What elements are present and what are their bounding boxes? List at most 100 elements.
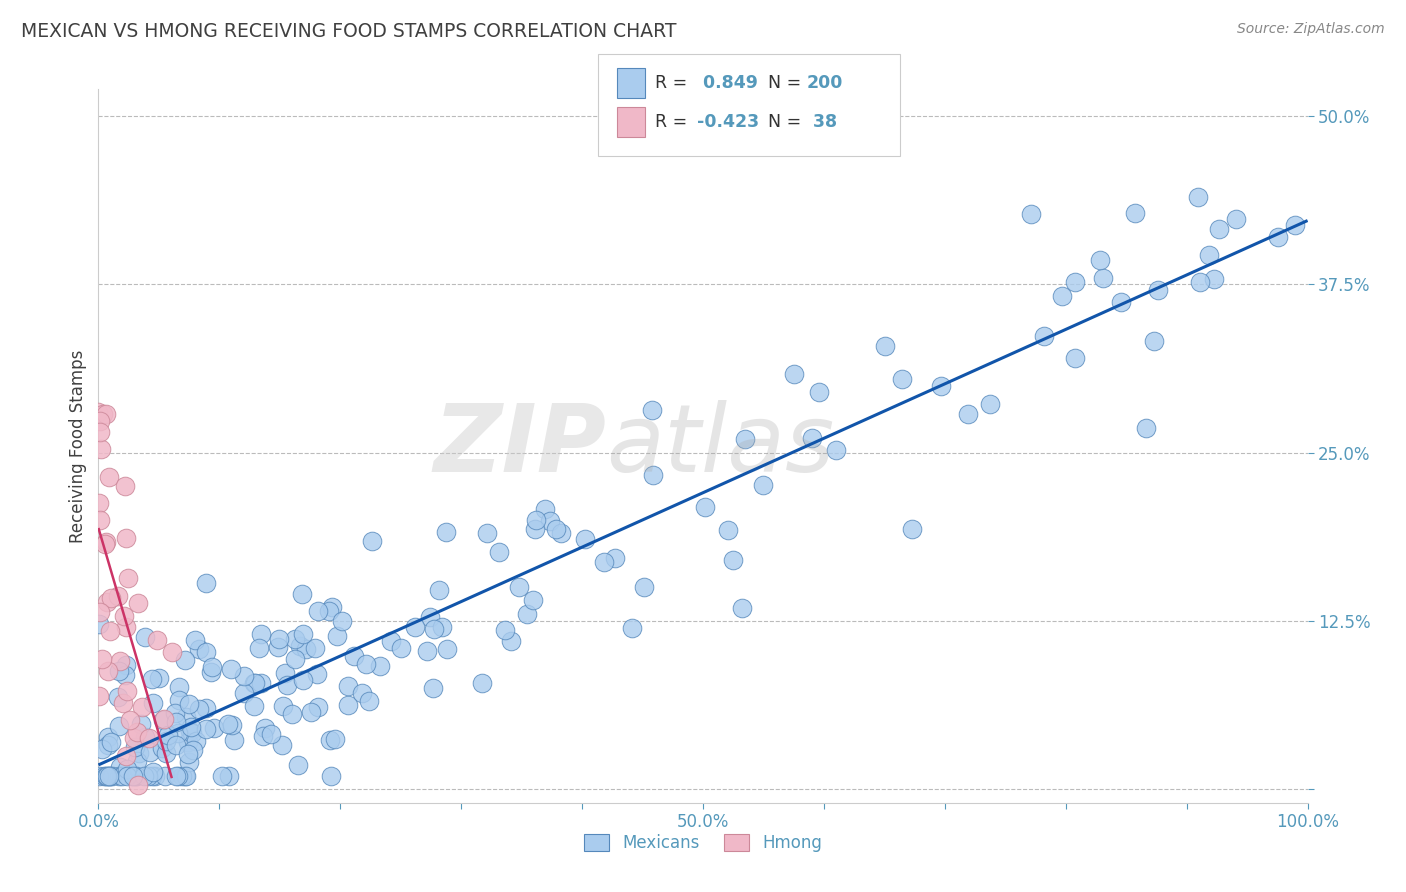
Point [283, 632, 305, 646]
Point [1033, 329, 1056, 343]
Point [173, 653, 195, 667]
Point [89, 496, 111, 510]
Point [501, 634, 523, 648]
Point [194, 645, 217, 659]
Point [516, 607, 538, 621]
Point [115, 619, 138, 633]
Point [336, 698, 359, 712]
Point [221, 663, 243, 677]
Point [200, 665, 222, 679]
Point [1225, 212, 1247, 227]
Point [155, 746, 177, 760]
Point [97, 769, 120, 783]
Point [957, 408, 980, 422]
Point [1088, 253, 1111, 268]
Point [321, 769, 343, 783]
Point [177, 697, 200, 711]
Point [89, 513, 111, 527]
Point [91, 407, 114, 421]
Point [352, 686, 374, 700]
Point [100, 735, 122, 749]
Point [488, 545, 510, 559]
Point [404, 620, 426, 634]
Point [318, 604, 340, 618]
Point [389, 640, 412, 655]
Point [1188, 275, 1211, 289]
Point [165, 769, 187, 783]
Point [156, 728, 179, 742]
Point [172, 769, 194, 783]
Point [416, 644, 439, 658]
Point [717, 523, 740, 537]
Point [574, 532, 596, 546]
Point [243, 676, 266, 690]
Point [323, 732, 346, 747]
Point [801, 431, 824, 445]
Point [422, 622, 444, 636]
Point [87, 405, 110, 419]
Point [100, 591, 122, 605]
Point [142, 765, 165, 780]
Point [900, 522, 922, 536]
Point [734, 432, 756, 446]
Point [270, 739, 292, 753]
Point [111, 696, 134, 710]
Text: R =: R = [655, 113, 693, 131]
Point [427, 582, 450, 597]
Point [475, 526, 498, 541]
Point [125, 769, 148, 783]
Point [98, 624, 121, 638]
Point [174, 710, 197, 724]
Point [304, 640, 326, 655]
Point [153, 769, 176, 783]
Point [430, 620, 453, 634]
Point [89, 769, 111, 783]
Point [108, 759, 131, 773]
Point [929, 379, 952, 393]
Legend: Mexicans, Hmong: Mexicans, Hmong [576, 827, 830, 859]
Point [127, 596, 149, 610]
Point [181, 743, 204, 757]
Point [148, 671, 170, 685]
Point [281, 706, 304, 721]
Point [295, 641, 318, 656]
Point [522, 592, 544, 607]
Point [166, 769, 188, 783]
Point [494, 624, 516, 638]
Point [287, 758, 309, 772]
Point [318, 732, 340, 747]
Point [141, 672, 163, 686]
Point [128, 746, 150, 760]
Point [292, 673, 315, 687]
Point [271, 698, 294, 713]
Point [141, 696, 163, 710]
Point [603, 551, 626, 566]
Point [89, 425, 111, 439]
Point [243, 698, 266, 713]
Point [752, 478, 775, 492]
Point [89, 414, 111, 428]
Point [122, 731, 145, 746]
Point [721, 553, 744, 567]
Point [288, 639, 311, 653]
Point [1064, 275, 1087, 289]
Point [96, 595, 118, 609]
Point [252, 729, 274, 743]
Point [97, 664, 120, 678]
Point [174, 769, 197, 783]
Point [291, 627, 314, 641]
Point [343, 648, 366, 663]
Point [337, 679, 360, 693]
Point [89, 689, 111, 703]
Text: N =: N = [768, 113, 807, 131]
Point [284, 651, 307, 665]
Point [1135, 421, 1157, 435]
Point [523, 522, 546, 536]
Point [107, 589, 129, 603]
Point [508, 580, 530, 594]
Text: MEXICAN VS HMONG RECEIVING FOOD STAMPS CORRELATION CHART: MEXICAN VS HMONG RECEIVING FOOD STAMPS C… [21, 22, 676, 41]
Point [361, 533, 384, 548]
Point [101, 769, 124, 783]
Point [211, 769, 233, 783]
Point [160, 645, 183, 659]
